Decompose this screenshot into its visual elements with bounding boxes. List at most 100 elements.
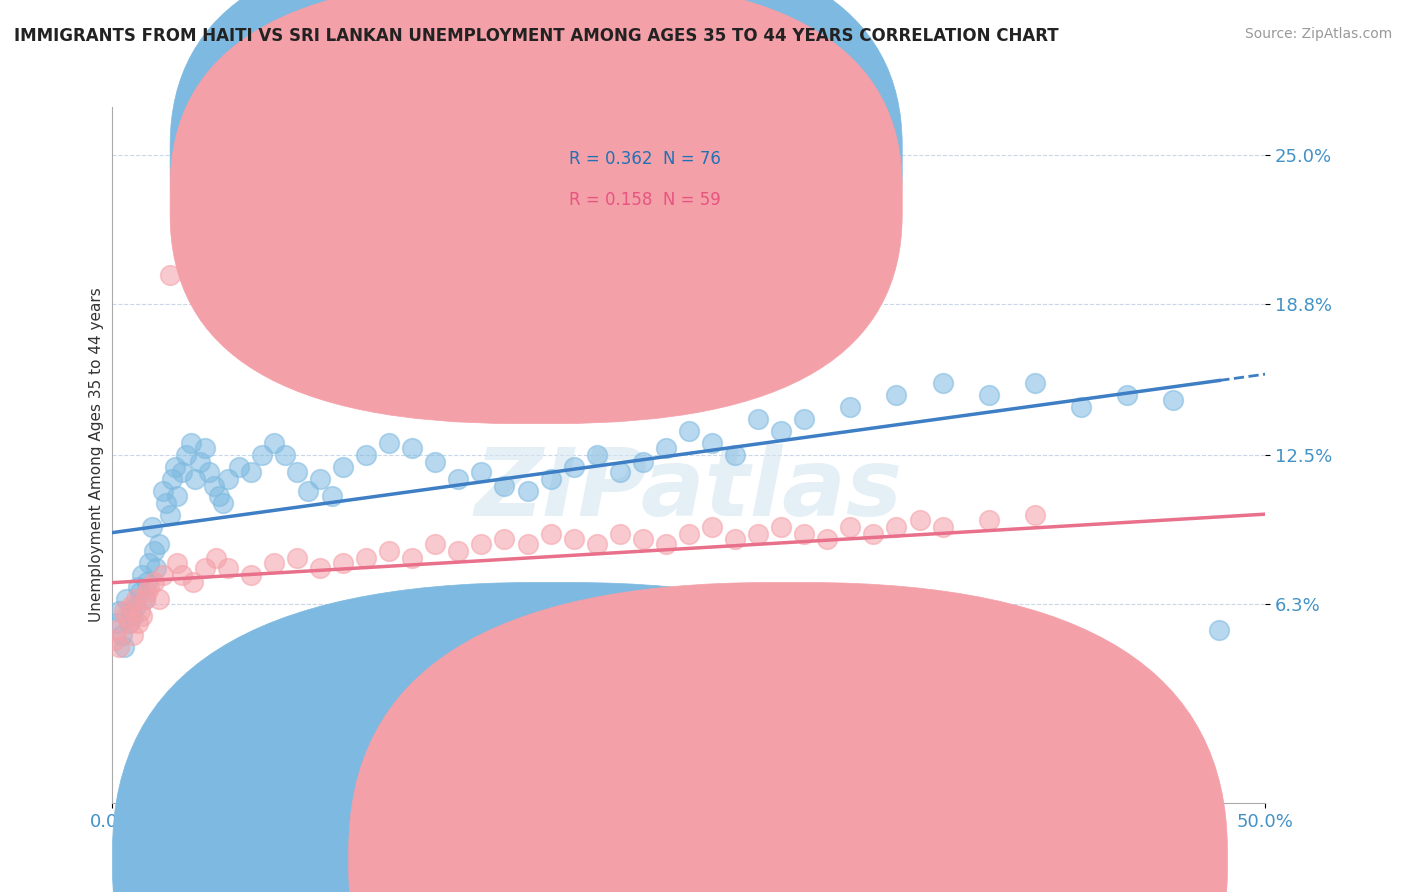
- Point: [309, 472, 332, 486]
- Point: [124, 599, 146, 613]
- Point: [263, 436, 285, 450]
- Point: [138, 580, 160, 594]
- Point: [263, 556, 285, 570]
- Point: [609, 465, 631, 479]
- Point: [332, 556, 354, 570]
- Point: [120, 604, 142, 618]
- Point: [152, 567, 174, 582]
- Point: [494, 532, 516, 546]
- Point: [134, 591, 156, 606]
- Point: [700, 520, 723, 534]
- Point: [378, 544, 401, 558]
- Point: [129, 604, 152, 618]
- Text: ZIPatlas: ZIPatlas: [475, 443, 903, 536]
- Point: [631, 532, 654, 546]
- Point: [162, 472, 184, 486]
- Point: [354, 448, 377, 462]
- Point: [678, 527, 700, 541]
- Point: [148, 537, 170, 551]
- Point: [562, 532, 585, 546]
- Point: [332, 459, 354, 474]
- Text: R = 0.158  N = 59: R = 0.158 N = 59: [569, 191, 721, 210]
- Point: [105, 615, 128, 630]
- Point: [839, 400, 862, 414]
- Point: [138, 556, 160, 570]
- Point: [166, 489, 188, 503]
- Point: [470, 537, 492, 551]
- FancyBboxPatch shape: [494, 128, 815, 239]
- Point: [194, 441, 217, 455]
- Point: [447, 544, 470, 558]
- Point: [131, 608, 153, 623]
- Point: [297, 483, 319, 498]
- Point: [112, 640, 135, 654]
- Point: [908, 513, 931, 527]
- Point: [115, 608, 138, 623]
- Point: [1116, 388, 1139, 402]
- Point: [770, 520, 793, 534]
- Point: [321, 489, 343, 503]
- Point: [724, 532, 747, 546]
- Point: [678, 424, 700, 438]
- Point: [540, 527, 562, 541]
- Point: [886, 520, 908, 534]
- Point: [285, 465, 308, 479]
- FancyBboxPatch shape: [170, 0, 903, 424]
- Point: [516, 483, 538, 498]
- Point: [143, 544, 166, 558]
- Point: [112, 604, 135, 618]
- Point: [447, 472, 470, 486]
- Point: [180, 436, 202, 450]
- Point: [562, 459, 585, 474]
- Point: [425, 537, 447, 551]
- Point: [1024, 376, 1046, 390]
- Point: [540, 472, 562, 486]
- Point: [770, 424, 793, 438]
- Text: Source: ZipAtlas.com: Source: ZipAtlas.com: [1244, 27, 1392, 41]
- Point: [217, 560, 239, 574]
- Point: [494, 479, 516, 493]
- Point: [111, 628, 134, 642]
- Point: [174, 448, 197, 462]
- Point: [188, 455, 211, 469]
- Point: [655, 441, 678, 455]
- Point: [931, 520, 953, 534]
- Point: [202, 479, 225, 493]
- Point: [207, 489, 229, 503]
- Point: [724, 448, 747, 462]
- Point: [217, 472, 239, 486]
- Point: [134, 591, 156, 606]
- Point: [1070, 400, 1092, 414]
- Point: [122, 608, 145, 623]
- Point: [131, 567, 153, 582]
- Point: [815, 532, 838, 546]
- Point: [401, 551, 423, 566]
- Point: [470, 465, 492, 479]
- Point: [274, 448, 297, 462]
- Point: [136, 575, 159, 590]
- Point: [159, 268, 181, 282]
- Point: [425, 455, 447, 469]
- Point: [747, 412, 769, 426]
- Point: [184, 472, 207, 486]
- Point: [212, 496, 235, 510]
- Point: [585, 537, 607, 551]
- Point: [931, 376, 953, 390]
- Point: [166, 556, 188, 570]
- Point: [127, 580, 149, 594]
- Point: [120, 599, 142, 613]
- Text: Sri Lankans: Sri Lankans: [811, 851, 907, 869]
- Point: [886, 388, 908, 402]
- Point: [609, 527, 631, 541]
- Point: [631, 455, 654, 469]
- Point: [793, 527, 815, 541]
- Point: [198, 465, 221, 479]
- Point: [977, 513, 1000, 527]
- Point: [205, 551, 228, 566]
- Point: [793, 412, 815, 426]
- Point: [228, 459, 250, 474]
- Point: [145, 560, 167, 574]
- Point: [159, 508, 181, 522]
- Point: [122, 628, 145, 642]
- Text: R = 0.362  N = 76: R = 0.362 N = 76: [569, 150, 721, 168]
